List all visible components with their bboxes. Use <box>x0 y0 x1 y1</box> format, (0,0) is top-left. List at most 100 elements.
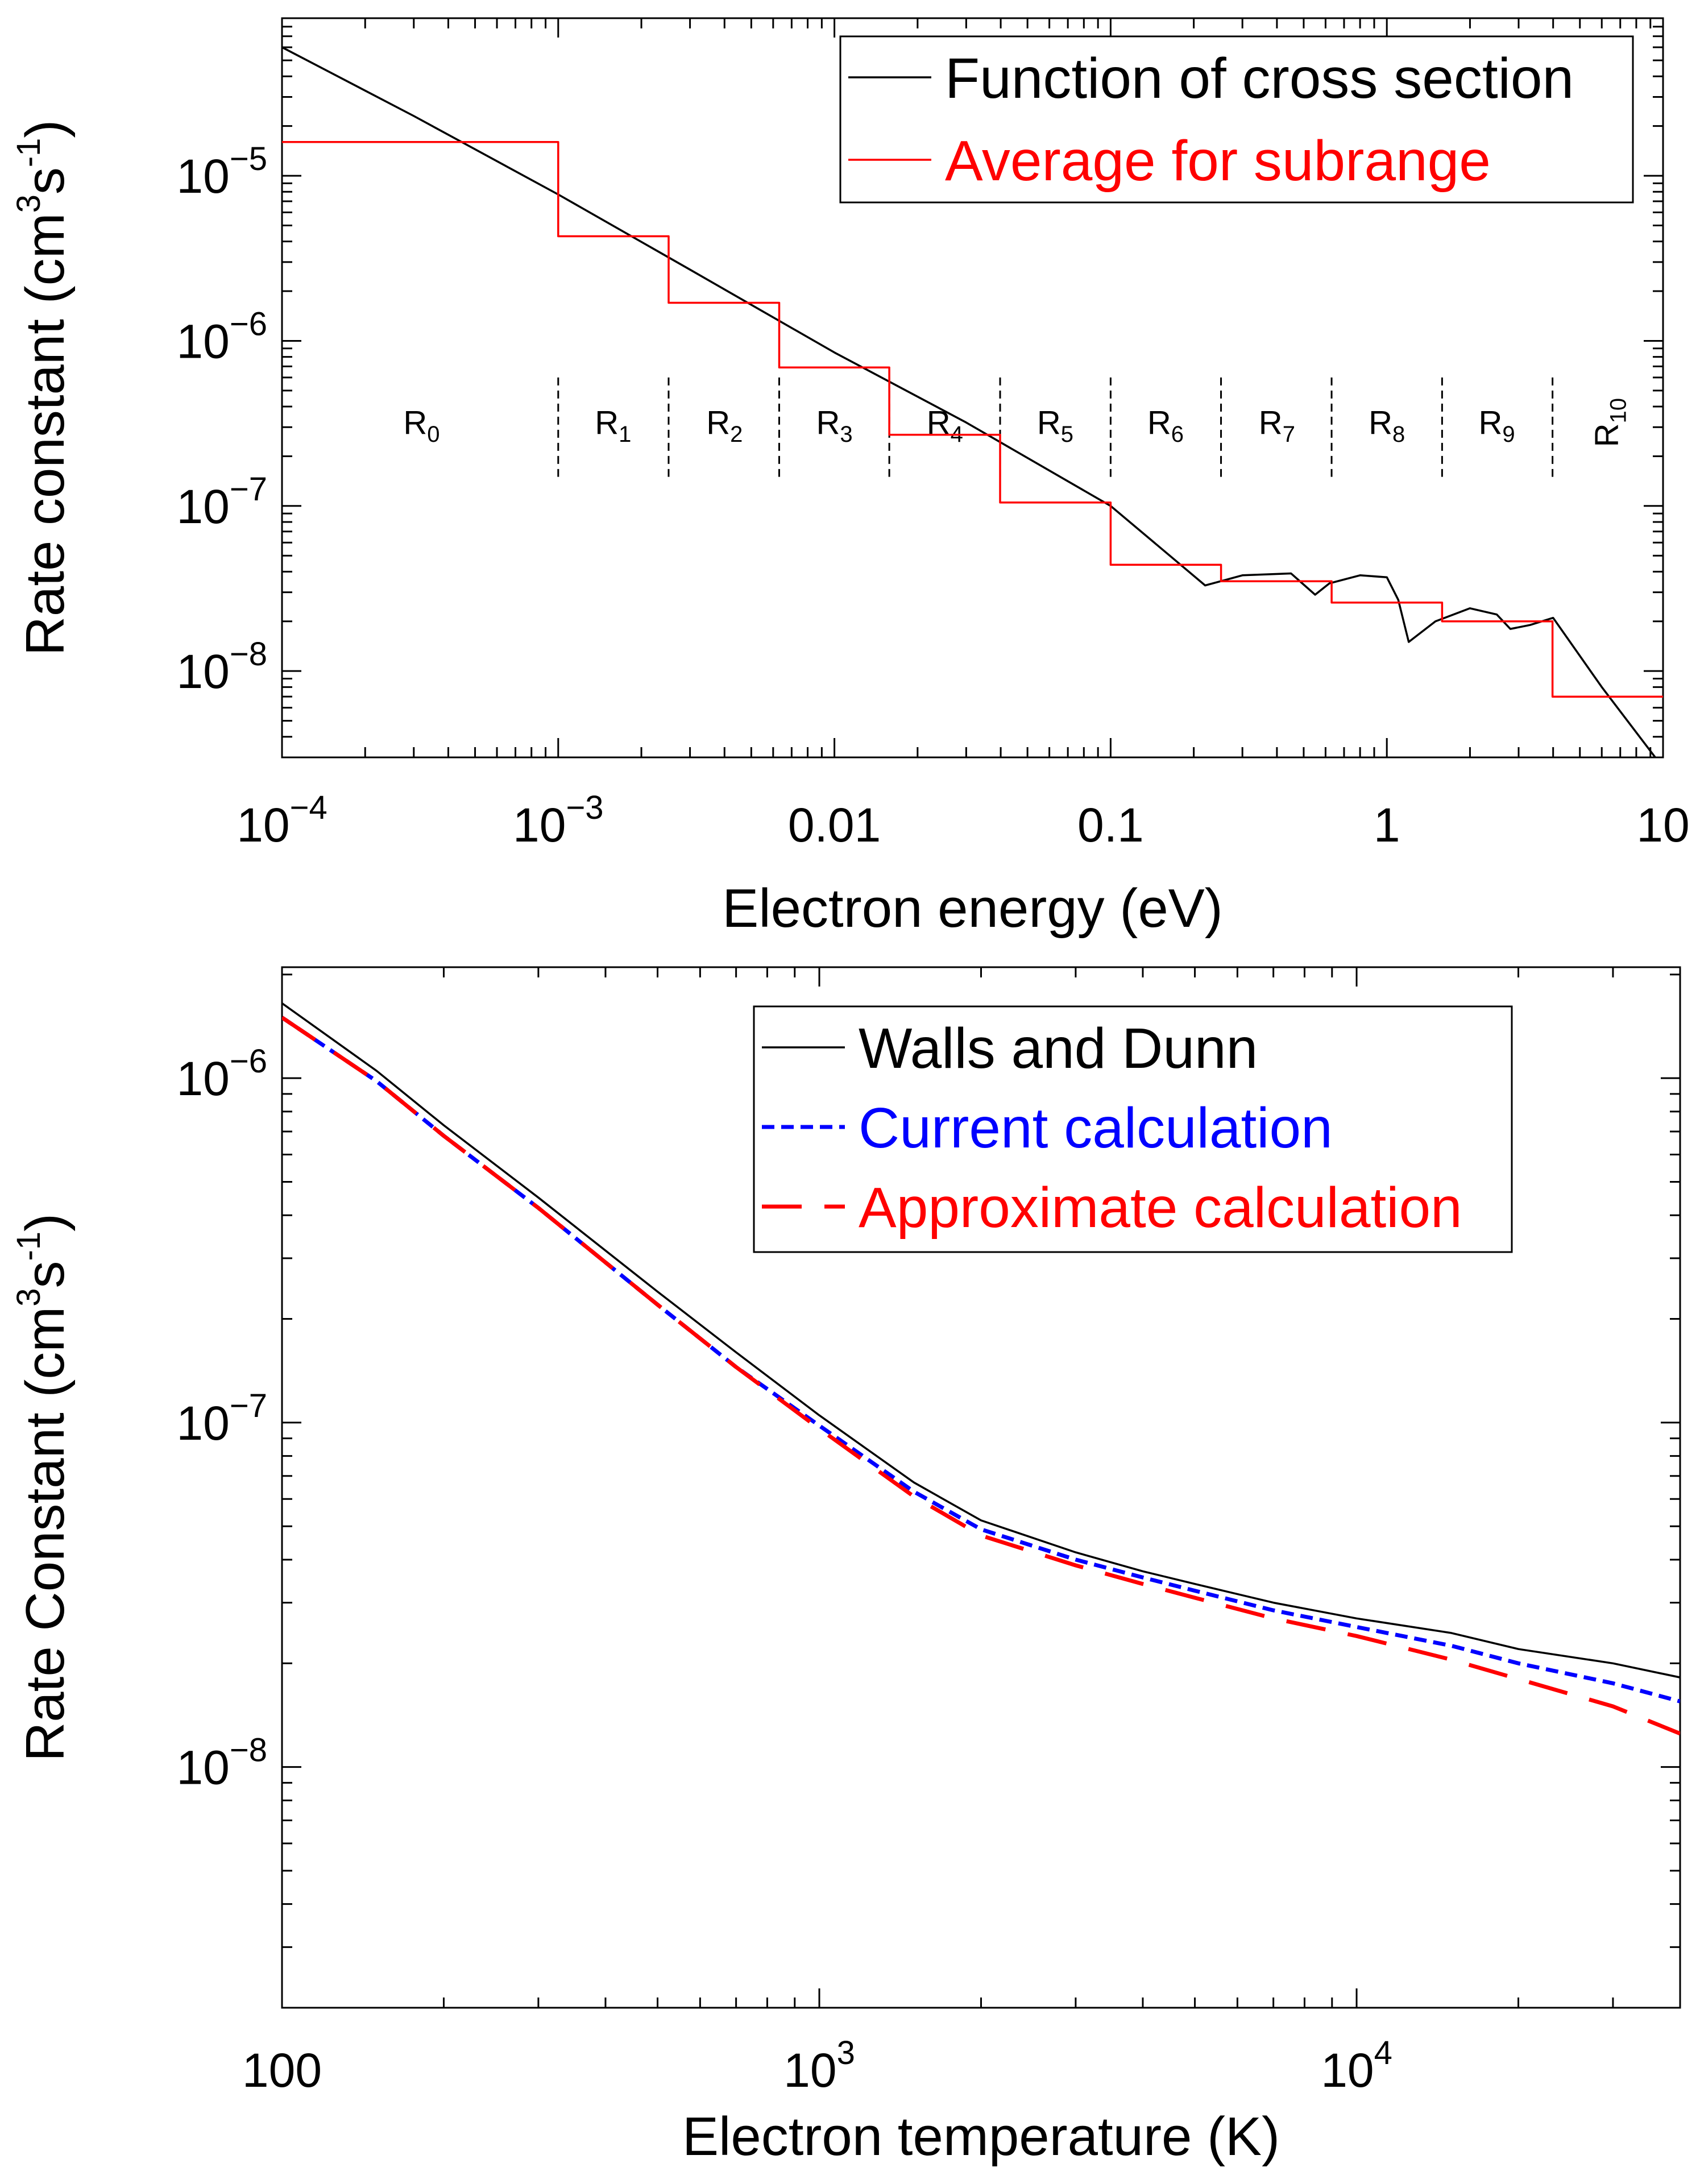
region-label: R9 <box>1478 404 1515 447</box>
region-label: R5 <box>1037 404 1073 447</box>
x-tick-label: 10−3 <box>513 789 604 852</box>
region-label-subscript: 0 <box>427 422 439 447</box>
x-axis-title: Electron temperature (K) <box>682 2106 1280 2167</box>
region-label-base: R <box>1037 404 1061 441</box>
x-tick-label: 100 <box>242 2044 322 2097</box>
y-tick-label-exponent: −6 <box>230 1043 267 1080</box>
region-label-subscript: 1 <box>619 422 631 447</box>
region-label: R1 <box>595 404 631 447</box>
series-line-current-calculation <box>282 1016 1680 1704</box>
x-tick-label-exponent: 4 <box>1374 2034 1392 2071</box>
region-label: R0 <box>403 404 439 447</box>
x-tick-label-base: 100 <box>242 2044 322 2097</box>
chart-rate-vs-energy: 10−4 10−3 0.01 0.1 1 1010−810−710−610−5Electr… <box>10 17 1690 939</box>
y-tick-label: 10−8 <box>176 1732 267 1795</box>
x-tick-label-exponent: −4 <box>290 789 327 826</box>
y-tick-label-exponent: −5 <box>230 140 267 177</box>
x-tick-label-base: 1 <box>1374 798 1400 852</box>
region-label-subscript: 8 <box>1392 422 1405 447</box>
x-tick-label-exponent: 3 <box>837 2034 855 2071</box>
x-tick-label-base: 10 <box>1636 798 1689 852</box>
series-line-function-of-cross-section <box>282 46 1657 757</box>
y-tick-label: 10−7 <box>176 471 267 533</box>
y-tick-label-exponent: −6 <box>230 305 267 342</box>
series-line-walls-and-dunn <box>282 1002 1680 1679</box>
region-label-subscript: 3 <box>840 422 852 447</box>
y-tick-label: 10−7 <box>176 1387 267 1450</box>
y-tick-label: 10−8 <box>176 636 267 698</box>
x-tick-label-base: 10 <box>783 2044 836 2097</box>
x-tick-label: 104 <box>1321 2034 1392 2097</box>
y-tick-label-base: 10 <box>176 150 229 203</box>
y-axis-title-text: Rate constant (cm <box>15 213 76 656</box>
y-tick-label-base: 10 <box>176 1396 229 1450</box>
y-tick-label-exponent: −7 <box>230 471 267 508</box>
region-label-base: R <box>816 404 840 441</box>
plot-area: R0 R1 R2 R3 R4 R5 R6 R7 R8 R9 R10 <box>282 46 1663 757</box>
y-axis-title-text: s <box>15 1261 76 1288</box>
y-tick-label-base: 10 <box>176 645 229 698</box>
y-tick-label-base: 10 <box>176 1741 229 1795</box>
region-label-base: R <box>1589 423 1626 447</box>
region-label: R6 <box>1147 404 1184 447</box>
y-axis-title-sup: -1 <box>10 138 47 168</box>
legend-label: Average for subrange <box>945 129 1491 193</box>
region-label-subscript: 10 <box>1606 398 1631 424</box>
y-axis-title-sup: -1 <box>10 1232 47 1261</box>
region-label-subscript: 9 <box>1502 422 1515 447</box>
region-label-base: R <box>706 404 730 441</box>
y-axis-title-text: s <box>15 167 76 194</box>
y-axis-title: Rate Constant (cm3s-1) <box>10 1213 76 1762</box>
region-label-subscript: 5 <box>1061 422 1073 447</box>
x-tick-label-exponent: −3 <box>566 789 603 826</box>
x-tick-label: 10 <box>1636 798 1689 852</box>
region-label: R2 <box>706 404 743 447</box>
x-axis-title: Electron energy (eV) <box>722 878 1222 939</box>
y-axis-title-sup: 3 <box>10 194 47 213</box>
y-axis-title-text: Rate Constant (cm <box>15 1307 76 1762</box>
legend-label: Walls and Dunn <box>859 1017 1258 1080</box>
x-tick-label: 103 <box>783 2034 855 2097</box>
y-tick-label-exponent: −8 <box>230 1732 267 1769</box>
y-tick-label-base: 10 <box>176 314 229 368</box>
region-label-base: R <box>595 404 619 441</box>
legend-box <box>839 35 1634 204</box>
x-tick-label-base: 0.01 <box>788 798 881 852</box>
legend: Walls and Dunn Current calculation Approxi… <box>753 1005 1513 1253</box>
legend-label: Current calculation <box>859 1096 1333 1160</box>
region-label: R8 <box>1369 404 1405 447</box>
region-label-subscript: 2 <box>730 422 743 447</box>
x-tick-label: 10−4 <box>237 789 327 852</box>
plot-frame <box>281 17 1664 759</box>
x-tick-label-base: 0.1 <box>1077 798 1144 852</box>
legend-label: Function of cross section <box>945 47 1574 110</box>
y-axis-title-text: ) <box>15 120 76 138</box>
x-tick-label-base: 10 <box>237 798 289 852</box>
y-axis-title: Rate constant (cm3s-1) <box>10 120 76 656</box>
legend-box <box>753 1005 1513 1253</box>
region-label: R3 <box>816 404 853 447</box>
region-label-base: R <box>1147 404 1171 441</box>
y-tick-label: 10−6 <box>176 305 267 368</box>
x-tick-label-base: 10 <box>1321 2044 1374 2097</box>
region-label-base: R <box>403 404 427 441</box>
x-tick-label-base: 10 <box>513 798 566 852</box>
legend: Function of cross section Average for sub… <box>839 35 1634 204</box>
region-label-base: R <box>1369 404 1392 441</box>
region-label-base: R <box>1478 404 1502 441</box>
plot-area <box>282 1002 1680 1736</box>
region-label-base: R <box>927 404 951 441</box>
y-tick-label-base: 10 <box>176 480 229 533</box>
y-axis-title-text: ) <box>15 1213 76 1232</box>
legend-label: Approximate calculation <box>859 1176 1462 1240</box>
y-tick-label-exponent: −7 <box>230 1387 267 1424</box>
region-label: R7 <box>1259 404 1295 447</box>
region-label: R10 <box>1589 398 1631 447</box>
y-tick-label-base: 10 <box>176 1052 229 1105</box>
y-axis-title-sup: 3 <box>10 1288 47 1306</box>
x-tick-label: 0.01 <box>788 798 881 852</box>
region-label-subscript: 7 <box>1283 422 1295 447</box>
x-tick-label: 1 <box>1374 798 1400 852</box>
series-line-average-for-subrange <box>282 141 1663 698</box>
